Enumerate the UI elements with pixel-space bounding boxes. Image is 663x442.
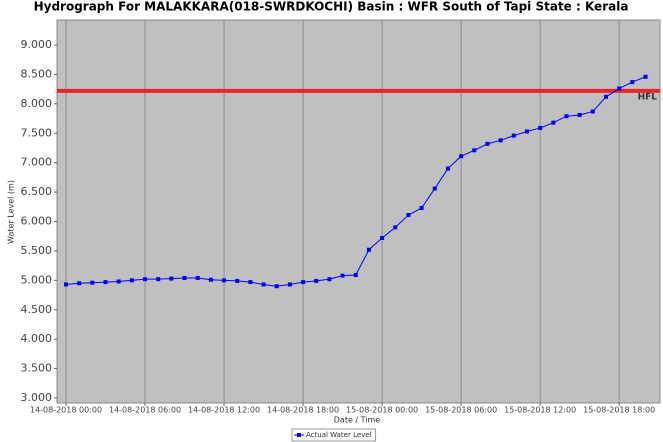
y-tick-label: 5.500 — [21, 244, 53, 257]
point — [340, 273, 345, 278]
point — [524, 129, 529, 134]
x-tick-label: 15-08-2018 06:00 — [425, 406, 497, 415]
chart-title: Hydrograph For MALAKKARA(018-SWRDKOCHI) … — [34, 0, 629, 14]
point — [77, 281, 82, 286]
point — [459, 154, 464, 159]
point — [617, 86, 622, 91]
point — [235, 278, 240, 283]
y-axis-label: Water Level (m) — [7, 180, 16, 244]
reference-label: HFL — [638, 92, 658, 102]
x-tick-label: 14-08-2018 18:00 — [267, 406, 339, 415]
point — [419, 205, 424, 210]
point — [301, 280, 306, 285]
point — [327, 277, 332, 282]
point — [498, 138, 503, 143]
y-tick-label: 9.000 — [21, 38, 53, 51]
y-tick-label: 7.000 — [21, 156, 53, 169]
point — [485, 141, 490, 146]
legend: Actual Water Level — [291, 428, 377, 442]
point — [103, 280, 108, 285]
point — [590, 109, 595, 114]
point — [432, 186, 437, 191]
point — [406, 213, 411, 218]
y-tick-label: 3.500 — [21, 362, 53, 375]
x-tick-label: 15-08-2018 18:00 — [583, 406, 655, 415]
point — [143, 277, 148, 282]
y-tick-label: 6.500 — [21, 185, 53, 198]
point — [366, 247, 371, 252]
y-tick-label: 4.500 — [21, 303, 53, 316]
point — [129, 278, 134, 283]
x-tick-label: 14-08-2018 06:00 — [109, 406, 181, 415]
legend-marker — [297, 433, 301, 437]
y-tick-label: 6.000 — [21, 215, 53, 228]
y-tick-label: 4.000 — [21, 332, 53, 345]
point — [248, 280, 253, 285]
point — [195, 275, 200, 280]
point — [445, 166, 450, 171]
point — [314, 278, 319, 283]
point — [380, 235, 385, 240]
point — [564, 114, 569, 119]
point — [169, 276, 174, 281]
point — [274, 284, 279, 289]
legend-label: Actual Water Level — [306, 431, 372, 439]
point — [222, 278, 227, 283]
point — [472, 148, 477, 153]
x-tick-label: 14-08-2018 00:00 — [30, 406, 102, 415]
x-tick-label: 14-08-2018 12:00 — [188, 406, 260, 415]
plot-area — [56, 19, 661, 404]
legend-box — [291, 428, 377, 442]
point — [393, 225, 398, 230]
point — [261, 282, 266, 287]
x-tick-label: 15-08-2018 00:00 — [346, 406, 418, 415]
point — [208, 277, 213, 282]
y-tick-label: 8.500 — [21, 67, 53, 80]
point — [604, 94, 608, 99]
point — [538, 125, 543, 130]
y-tick-label: 5.000 — [21, 273, 53, 286]
point — [353, 273, 358, 278]
y-tick-label: 7.500 — [21, 126, 53, 139]
point — [64, 282, 68, 287]
point — [643, 74, 648, 79]
y-tick-label: 8.000 — [21, 97, 53, 110]
x-axis-label: Date / Time — [334, 416, 381, 425]
point — [630, 80, 635, 85]
point — [116, 279, 121, 284]
point — [156, 277, 161, 282]
y-tick-label: 3.000 — [21, 391, 53, 404]
point — [511, 133, 516, 138]
point — [90, 280, 95, 285]
point — [287, 282, 292, 287]
point — [577, 113, 582, 118]
x-tick-label: 15-08-2018 12:00 — [504, 406, 576, 415]
point — [551, 120, 556, 125]
point — [182, 275, 187, 280]
